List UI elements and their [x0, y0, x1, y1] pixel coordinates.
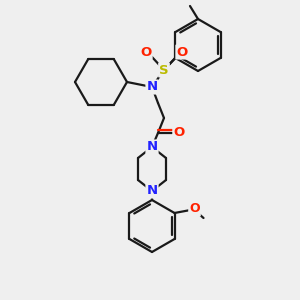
Text: N: N [146, 80, 158, 94]
Text: O: O [173, 125, 184, 139]
Text: N: N [146, 184, 158, 197]
Text: N: N [146, 140, 158, 154]
Text: S: S [159, 64, 169, 76]
Text: O: O [176, 46, 188, 59]
Text: O: O [140, 46, 152, 59]
Text: O: O [189, 202, 200, 215]
